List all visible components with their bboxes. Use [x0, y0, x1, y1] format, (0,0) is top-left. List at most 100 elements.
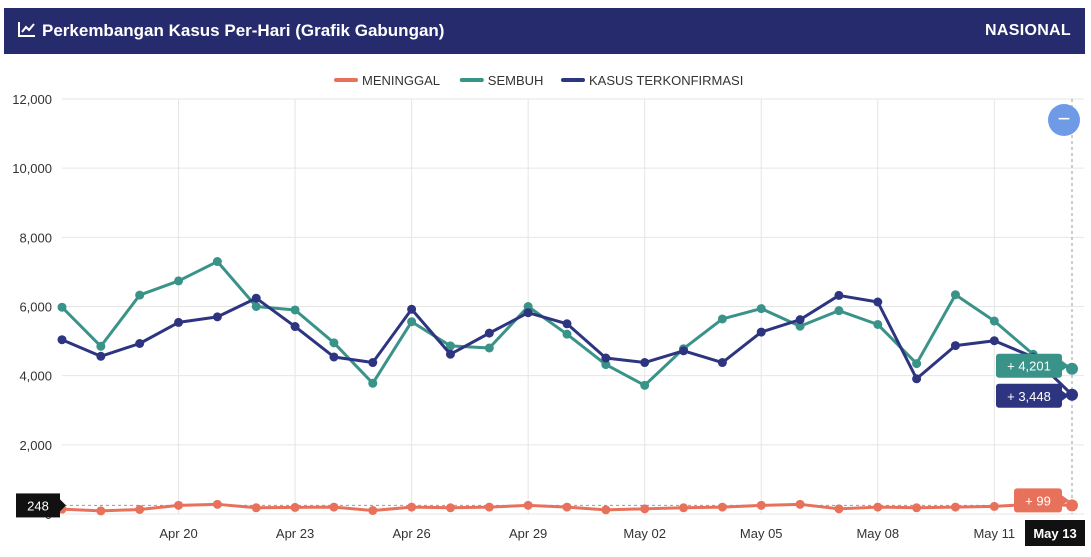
- data-point[interactable]: [329, 352, 339, 362]
- y-tick-label: 12,000: [12, 92, 52, 107]
- x-tick-label: May 08: [856, 526, 899, 541]
- chart-header: Perkembangan Kasus Per-Hari (Grafik Gabu…: [4, 8, 1085, 54]
- data-point[interactable]: [290, 502, 300, 512]
- data-point[interactable]: [484, 502, 494, 512]
- data-point[interactable]: [212, 257, 222, 267]
- data-point[interactable]: [562, 329, 572, 339]
- data-point[interactable]: [834, 306, 844, 316]
- data-point[interactable]: [679, 346, 689, 356]
- data-point[interactable]: [756, 304, 766, 314]
- data-point[interactable]: [950, 502, 960, 512]
- zoom-out-button[interactable]: −: [1048, 104, 1080, 136]
- data-point[interactable]: [135, 505, 145, 515]
- data-point[interactable]: [601, 353, 611, 363]
- value-badge-pointer: [1062, 495, 1069, 506]
- data-point[interactable]: [174, 317, 184, 327]
- data-point[interactable]: [407, 317, 417, 327]
- crosshair-x-label-box: [1025, 520, 1085, 546]
- data-point[interactable]: [562, 502, 572, 512]
- data-point[interactable]: [135, 339, 145, 349]
- data-point[interactable]: [212, 312, 222, 322]
- data-point[interactable]: [795, 315, 805, 325]
- crosshair-x-label: May 13: [1033, 526, 1076, 541]
- value-badge-label: + 99: [1025, 493, 1051, 508]
- data-point[interactable]: [873, 319, 883, 329]
- value-badge-label: + 3,448: [1007, 389, 1051, 404]
- data-point[interactable]: [912, 374, 922, 384]
- data-point[interactable]: [989, 316, 999, 326]
- data-point[interactable]: [484, 343, 494, 353]
- data-point[interactable]: [950, 290, 960, 300]
- data-point[interactable]: [795, 499, 805, 509]
- data-point[interactable]: [251, 293, 261, 303]
- data-point[interactable]: [368, 378, 378, 388]
- data-point[interactable]: [1066, 362, 1078, 375]
- data-point[interactable]: [640, 504, 650, 514]
- data-point[interactable]: [290, 322, 300, 332]
- data-point[interactable]: [57, 302, 67, 312]
- data-point[interactable]: [873, 297, 883, 307]
- data-point[interactable]: [368, 358, 378, 368]
- data-point[interactable]: [174, 276, 184, 286]
- data-point[interactable]: [640, 358, 650, 368]
- data-point[interactable]: [251, 503, 261, 513]
- y-tick-label: 2,000: [19, 438, 52, 453]
- data-point[interactable]: [407, 304, 417, 314]
- data-point[interactable]: [679, 503, 689, 513]
- data-point[interactable]: [912, 359, 922, 369]
- data-point[interactable]: [135, 290, 145, 300]
- legend-label[interactable]: MENINGGAL: [362, 73, 440, 88]
- data-point[interactable]: [523, 500, 533, 510]
- data-point[interactable]: [212, 499, 222, 509]
- x-tick-label: Apr 23: [276, 526, 314, 541]
- data-point[interactable]: [445, 503, 455, 513]
- x-tick-label: Apr 29: [509, 526, 547, 541]
- data-point[interactable]: [950, 341, 960, 351]
- data-point[interactable]: [1066, 499, 1078, 512]
- data-point[interactable]: [523, 302, 533, 311]
- data-point[interactable]: [717, 358, 727, 368]
- data-point[interactable]: [717, 314, 727, 324]
- data-point[interactable]: [174, 500, 184, 510]
- data-point[interactable]: [368, 506, 378, 516]
- data-point[interactable]: [562, 319, 572, 329]
- data-point[interactable]: [756, 327, 766, 337]
- data-point[interactable]: [523, 308, 533, 318]
- data-point[interactable]: [795, 321, 805, 331]
- data-point[interactable]: [407, 502, 417, 512]
- legend-label[interactable]: SEMBUH: [488, 73, 544, 88]
- data-point[interactable]: [989, 336, 999, 346]
- x-tick-label: May 05: [740, 526, 783, 541]
- x-tick-label: May 11: [973, 526, 1015, 541]
- data-point[interactable]: [329, 338, 339, 348]
- x-tick-label: Apr 20: [159, 526, 197, 541]
- data-point[interactable]: [834, 504, 844, 514]
- data-point[interactable]: [96, 341, 106, 351]
- data-point[interactable]: [96, 506, 106, 516]
- data-point[interactable]: [329, 502, 339, 512]
- data-point[interactable]: [484, 328, 494, 338]
- data-point[interactable]: [445, 341, 455, 351]
- value-badge: [996, 383, 1062, 408]
- data-point[interactable]: [640, 380, 650, 390]
- data-point[interactable]: [445, 349, 455, 359]
- data-point[interactable]: [756, 500, 766, 510]
- data-point[interactable]: [601, 360, 611, 370]
- data-point[interactable]: [912, 503, 922, 513]
- data-point[interactable]: [1066, 388, 1078, 401]
- data-point[interactable]: [717, 502, 727, 512]
- data-point[interactable]: [96, 351, 106, 361]
- data-point[interactable]: [290, 305, 300, 315]
- legend-label[interactable]: KASUS TERKONFIRMASI: [589, 73, 743, 88]
- data-point[interactable]: [834, 290, 844, 300]
- data-point[interactable]: [989, 501, 999, 511]
- data-point[interactable]: [251, 302, 261, 311]
- value-badge-pointer: [1062, 390, 1069, 401]
- data-point[interactable]: [57, 335, 67, 345]
- data-point[interactable]: [601, 505, 611, 515]
- data-point[interactable]: [873, 502, 883, 512]
- value-badge: [996, 353, 1062, 378]
- x-tick-label: Apr 26: [392, 526, 430, 541]
